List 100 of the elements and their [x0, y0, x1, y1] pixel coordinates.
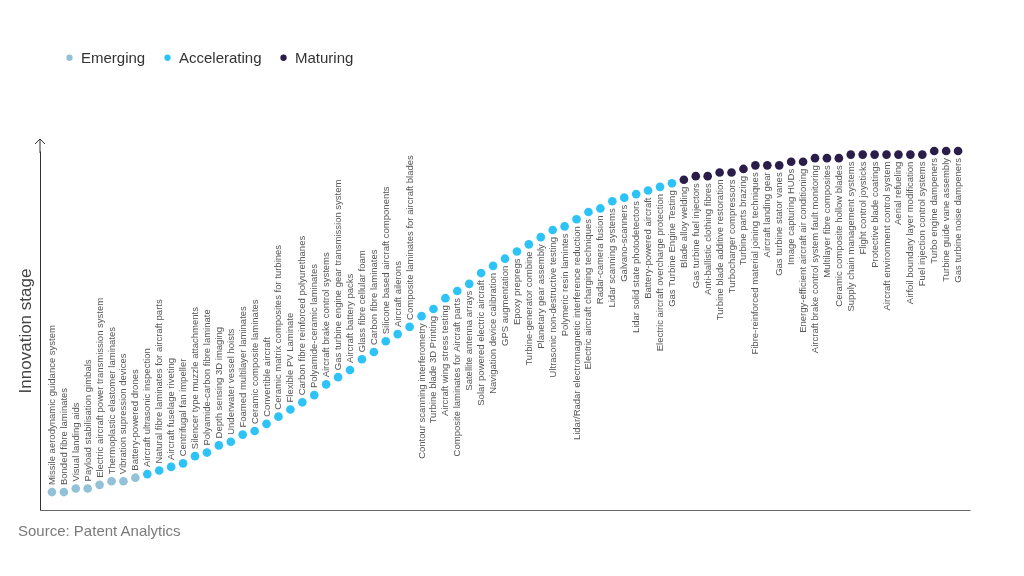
x-tick-label: Aircraft brake control systems: [320, 251, 332, 378]
point: [286, 405, 295, 414]
point: [786, 157, 796, 167]
point: [667, 178, 677, 188]
point: [584, 207, 593, 217]
point: [142, 469, 152, 479]
point: [906, 150, 915, 159]
x-tick-label: Lidar/Radar electromagnetic interference reduction: [570, 226, 582, 441]
point: [238, 430, 248, 439]
x-tick-label: Composite laminates for Aircraft parts: [451, 297, 463, 457]
point: [691, 171, 701, 181]
x-tick-label: Vibration supression devices: [117, 353, 129, 475]
x-tick-label: Convertible aircraft: [260, 336, 272, 417]
legend-label: Maturing: [295, 48, 354, 66]
point: [488, 261, 498, 271]
x-tick-label: Galvano-scanners: [618, 204, 630, 282]
x-tick-label: Blade alloy welding: [677, 186, 689, 269]
x-tick-label: Aircraft wing stress testing: [439, 305, 451, 417]
x-tick-label: Energy-efficient aircraft air conditioning: [797, 168, 809, 333]
point: [536, 232, 546, 242]
legend-label: Accelerating: [179, 48, 262, 66]
x-tick-label: Aircraft landing gear: [761, 172, 773, 258]
x-tick-label: Visual landing aids: [69, 402, 81, 482]
point: [774, 161, 784, 170]
x-tick-label: Battery-powered drones: [129, 369, 141, 471]
point: [596, 204, 605, 213]
point: [214, 441, 224, 450]
point: [357, 354, 367, 364]
x-tick-label: Electric aircraft power transmission system: [93, 297, 105, 478]
x-tick-label: Gas turbine stator vanes: [773, 172, 785, 276]
point: [202, 448, 212, 457]
point: [417, 311, 426, 321]
x-tick-label: Missile aerodynamic guidance system: [45, 324, 57, 486]
point: [333, 372, 343, 382]
x-tick-label: Protective blade coatings: [868, 161, 880, 268]
point: [762, 161, 772, 170]
x-tick-label: Silicone based aircraft components: [379, 186, 391, 335]
y-axis-title: Innovation stage: [15, 268, 35, 394]
x-tick-label: Electric aircraft charging techniques: [582, 218, 594, 370]
x-tick-label: Battery-powered aircraft: [642, 197, 654, 299]
x-tick-label: Bonded fibre laminates: [57, 387, 69, 486]
x-tick-label: Satellite antenna arrays: [463, 290, 475, 391]
point: [858, 150, 868, 159]
point: [274, 412, 283, 421]
point: [464, 279, 474, 289]
x-tick-label: Aerial refueling: [892, 161, 904, 225]
x-tick-label: Polyamide-carbon fibre laminate: [200, 309, 212, 446]
point: [107, 476, 116, 486]
legend-label: Emerging: [81, 48, 146, 66]
x-tick-label: Composite laminates for aircraft blades: [403, 154, 415, 320]
point: [894, 150, 903, 159]
x-tick-label: Ultrasonic non-destructive testing: [546, 236, 558, 378]
x-tick-label: Ceramic composite hollow blades: [832, 164, 844, 307]
point: [631, 189, 641, 199]
x-tick-label: Supply chain management systems: [844, 161, 856, 312]
x-tick-label: Carbon fibre laminates: [367, 249, 379, 346]
x-tick-label: Fibre-reinforced material joining techniques: [749, 172, 761, 355]
x-tick-label: Gas turbine fuel injectors: [689, 182, 701, 289]
x-tick-label: Ceramic composite laminates: [248, 299, 260, 425]
point: [393, 329, 403, 339]
point: [715, 168, 724, 177]
point: [381, 336, 391, 346]
x-tick-label: Aircraft battery packs: [344, 273, 355, 363]
x-tick-label: Polymeric resin lamintes: [558, 233, 570, 337]
x-tick-label: Gas Turbine Engine Testing: [665, 190, 677, 307]
x-tick-label: Turbine-generator combine: [522, 251, 534, 366]
x-tick-label: Centrifugal fan impeller: [177, 358, 189, 457]
point: [59, 487, 69, 497]
x-tick-label: Electric aircraft overcharge protection: [654, 193, 665, 352]
point: [703, 171, 713, 181]
point: [727, 168, 736, 177]
point: [119, 476, 128, 486]
x-tick-label: Turbo engine dampeners: [928, 157, 940, 264]
x-tick-label: Radar-camera fusion: [594, 215, 606, 305]
x-tick-label: Image capturing HUDs: [785, 168, 797, 265]
point: [190, 451, 200, 461]
x-tick-label: Thermoplastic elastomer laminates: [105, 326, 117, 475]
point: [870, 150, 879, 159]
x-tick-label: Turbine guide vane assembly: [940, 157, 952, 282]
x-tick-label: Flight control joysticks: [856, 161, 868, 255]
x-tick-label: Gas turbine noise dampeners: [952, 157, 964, 283]
point: [321, 380, 331, 389]
point: [822, 153, 832, 163]
x-tick-label: Planetary gear assembly: [534, 243, 546, 349]
point: [500, 254, 510, 264]
x-tick-label: Polyamide-ceramic laminates: [308, 263, 320, 389]
x-tick-label: Aircraft brake control system fault monitoring: [809, 165, 820, 354]
point: [953, 146, 963, 156]
point: [524, 240, 534, 249]
point: [846, 150, 856, 159]
point: [751, 161, 760, 170]
x-tick-label: Turbine parts brazing: [737, 175, 749, 266]
point: [226, 437, 236, 447]
x-tick-label: Lidar solid state photodetectors: [630, 200, 642, 334]
point: [882, 150, 891, 159]
point: [95, 480, 104, 490]
x-tick-label: Navigation device calibration: [487, 272, 499, 394]
point: [679, 175, 689, 185]
point: [607, 196, 617, 206]
point: [452, 286, 462, 296]
